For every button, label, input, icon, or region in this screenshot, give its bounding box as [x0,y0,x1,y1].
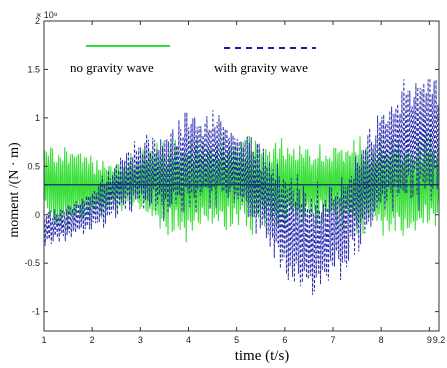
y-tick-label: 2 [35,16,40,26]
x-tick-label: 6 [282,335,287,345]
y-exponent-label: × 10⁸ [36,10,58,20]
x-tick-label: 5 [234,335,239,345]
plot-frame [43,20,440,332]
y-tick-label: 0 [35,210,40,220]
x-tick-label: 8 [379,335,384,345]
y-tick-label: 0.5 [27,161,40,171]
series-group [43,78,440,295]
x-axis-label: time (t/s) [235,348,290,364]
x-tick-label: 2 [90,335,95,345]
x-tick-label: 9.2 [433,335,446,345]
y-tick-label: 1 [35,113,40,123]
x-tick-label: 7 [331,335,336,345]
x-tick-label: 3 [138,335,143,345]
legend-label-with-gravity-wave: with gravity wave [214,60,308,75]
y-tick-label: -0.5 [24,258,40,268]
legend-label-no-gravity-wave: no gravity wave [70,60,154,75]
y-axis-label: moment /(N · m) [7,142,22,238]
x-tick-label: 4 [186,335,191,345]
x-tick-label: 1 [41,335,46,345]
axis-ticks: 1 2 3 4 5 6 7 8 9 9.2 -1 -0.5 0 0.5 1 1.5 2 [24,16,445,345]
series-line-with-gravity-wave [43,78,440,295]
y-tick-label: 1.5 [27,64,40,74]
x-tick-label: 9 [427,335,432,345]
y-tick-label: -1 [32,307,40,317]
